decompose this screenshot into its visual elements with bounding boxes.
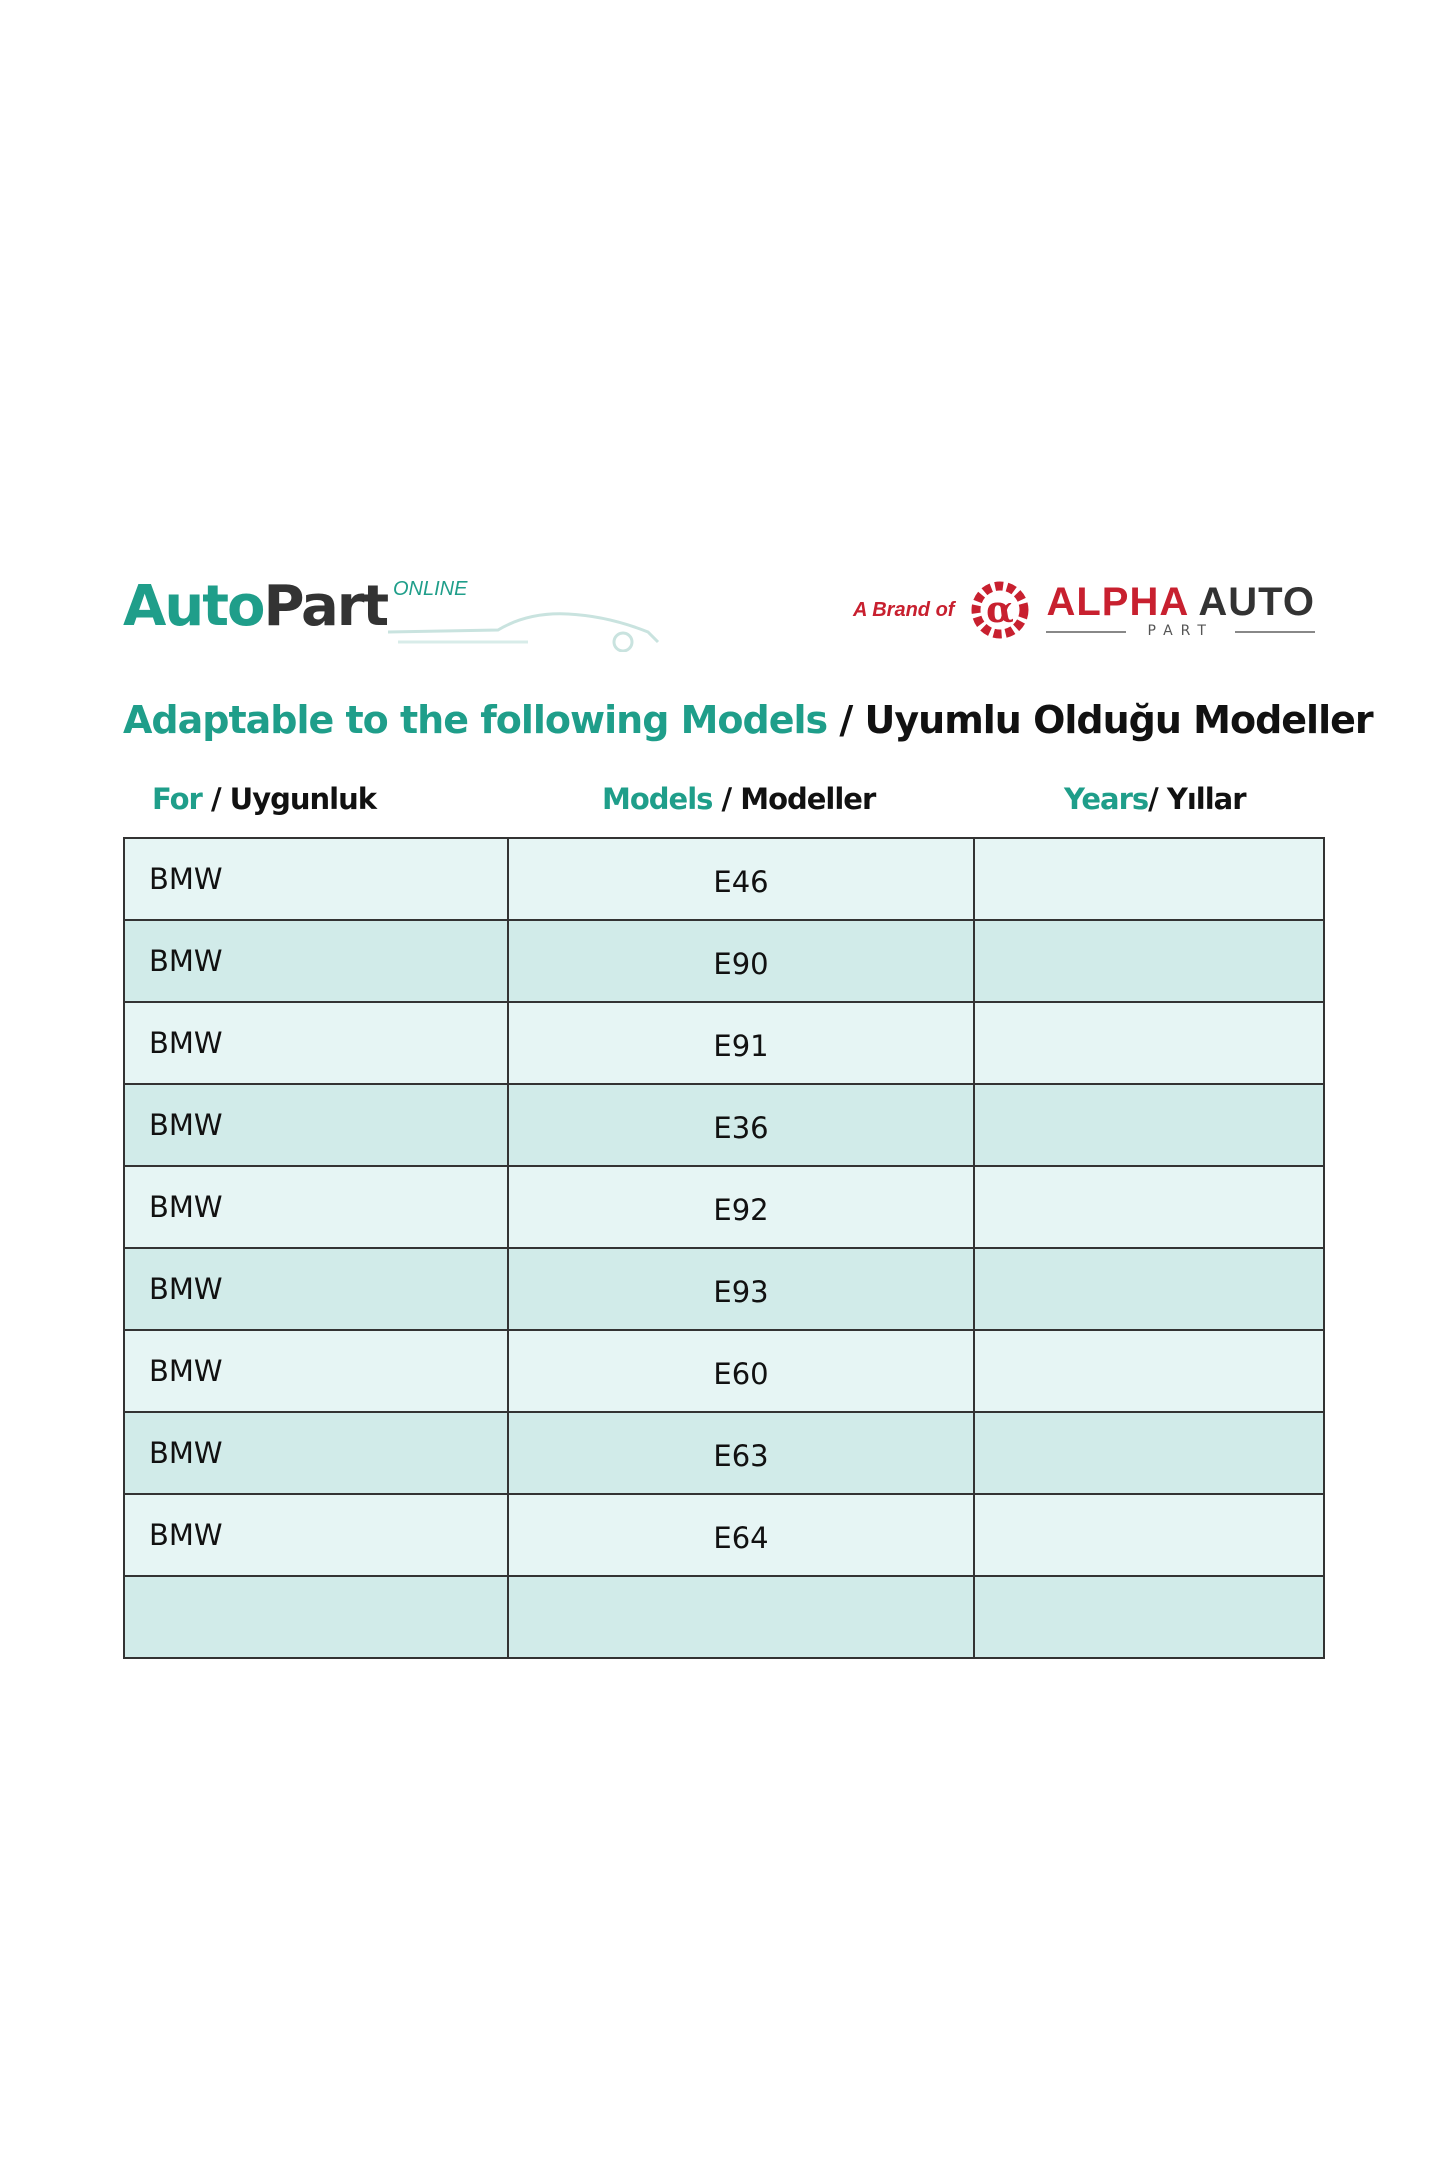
- brand-name: ALPHA AUTO: [1046, 581, 1315, 623]
- title-tr: / Uyumlu Olduğu Modeller: [827, 698, 1373, 742]
- table-row: BMW E90: [123, 919, 1325, 1003]
- cell-make: BMW: [123, 1329, 509, 1413]
- cell-years: [973, 1083, 1325, 1167]
- cell-years: [973, 1493, 1325, 1577]
- header-for-tr: / Uygunluk: [201, 782, 377, 816]
- alpha-gear-icon: α: [971, 581, 1029, 639]
- cell-model: E46: [507, 837, 975, 921]
- brand-name-auto: AUTO: [1198, 580, 1315, 624]
- header-years-tr: / Yıllar: [1148, 782, 1246, 816]
- cell-model: E36: [507, 1083, 975, 1167]
- table-row: BMW E64: [123, 1493, 1325, 1577]
- cell-make: BMW: [123, 837, 509, 921]
- table-row: BMW E60: [123, 1329, 1325, 1413]
- header-years-en: Years: [1064, 782, 1149, 816]
- cell-years: [973, 1411, 1325, 1495]
- autopart-online-logo: AutoPart ONLINE: [123, 572, 660, 652]
- cell-make: BMW: [123, 1247, 509, 1331]
- title-en: Adaptable to the following Models: [123, 698, 828, 742]
- alpha-auto-brand: A Brand of α ALPHA AUTO PART: [853, 575, 1315, 645]
- cell-years: [973, 919, 1325, 1003]
- table-row: BMW E92: [123, 1165, 1325, 1249]
- cell-make: BMW: [123, 1493, 509, 1577]
- cell-make: BMW: [123, 1165, 509, 1249]
- cell-years: [973, 1001, 1325, 1085]
- cell-make: BMW: [123, 1411, 509, 1495]
- brand-sub: PART: [1046, 623, 1315, 639]
- cell-make: BMW: [123, 919, 509, 1003]
- logo-part: Part: [263, 574, 389, 639]
- car-icon: [387, 612, 660, 652]
- table-row: BMW E93: [123, 1247, 1325, 1331]
- cell-years: [973, 1247, 1325, 1331]
- cell-years: [973, 1329, 1325, 1413]
- logo-wordmark: AutoPart: [123, 572, 389, 642]
- header-models-en: Models: [602, 782, 713, 816]
- table-row: [123, 1575, 1325, 1659]
- cell-make: [123, 1575, 509, 1659]
- cell-years: [973, 1575, 1325, 1659]
- header-for: For / Uygunluk: [152, 782, 377, 816]
- header-years: Years/ Yıllar: [1064, 782, 1247, 816]
- cell-model: E63: [507, 1411, 975, 1495]
- header-for-en: For: [152, 782, 203, 816]
- table-row: BMW E46: [123, 837, 1325, 921]
- table-row: BMW E63: [123, 1411, 1325, 1495]
- logo-online: ONLINE: [393, 578, 468, 600]
- table-row: BMW E91: [123, 1001, 1325, 1085]
- brand-prefix: A Brand of: [852, 598, 955, 621]
- cell-model: E90: [507, 919, 975, 1003]
- cell-model: E64: [507, 1493, 975, 1577]
- cell-model: E91: [507, 1001, 975, 1085]
- models-table: BMW E46 BMW E90 BMW E91 BMW E36 BMW E92 BMW E93 BMW E…: [123, 837, 1325, 1659]
- cell-make: BMW: [123, 1083, 509, 1167]
- svg-text:α: α: [987, 589, 1015, 631]
- cell-model: E60: [507, 1329, 975, 1413]
- brand-name-alpha: ALPHA: [1046, 580, 1188, 624]
- header-models-tr: / Modeller: [712, 782, 877, 816]
- cell-model: [507, 1575, 975, 1659]
- cell-make: BMW: [123, 1001, 509, 1085]
- table-row: BMW E36: [123, 1083, 1325, 1167]
- page-title: Adaptable to the following Models / Uyum…: [123, 698, 1374, 742]
- header-models: Models / Modeller: [602, 782, 877, 816]
- cell-model: E92: [507, 1165, 975, 1249]
- logo-auto: Auto: [123, 574, 265, 639]
- cell-years: [973, 837, 1325, 921]
- cell-model: E93: [507, 1247, 975, 1331]
- cell-years: [973, 1165, 1325, 1249]
